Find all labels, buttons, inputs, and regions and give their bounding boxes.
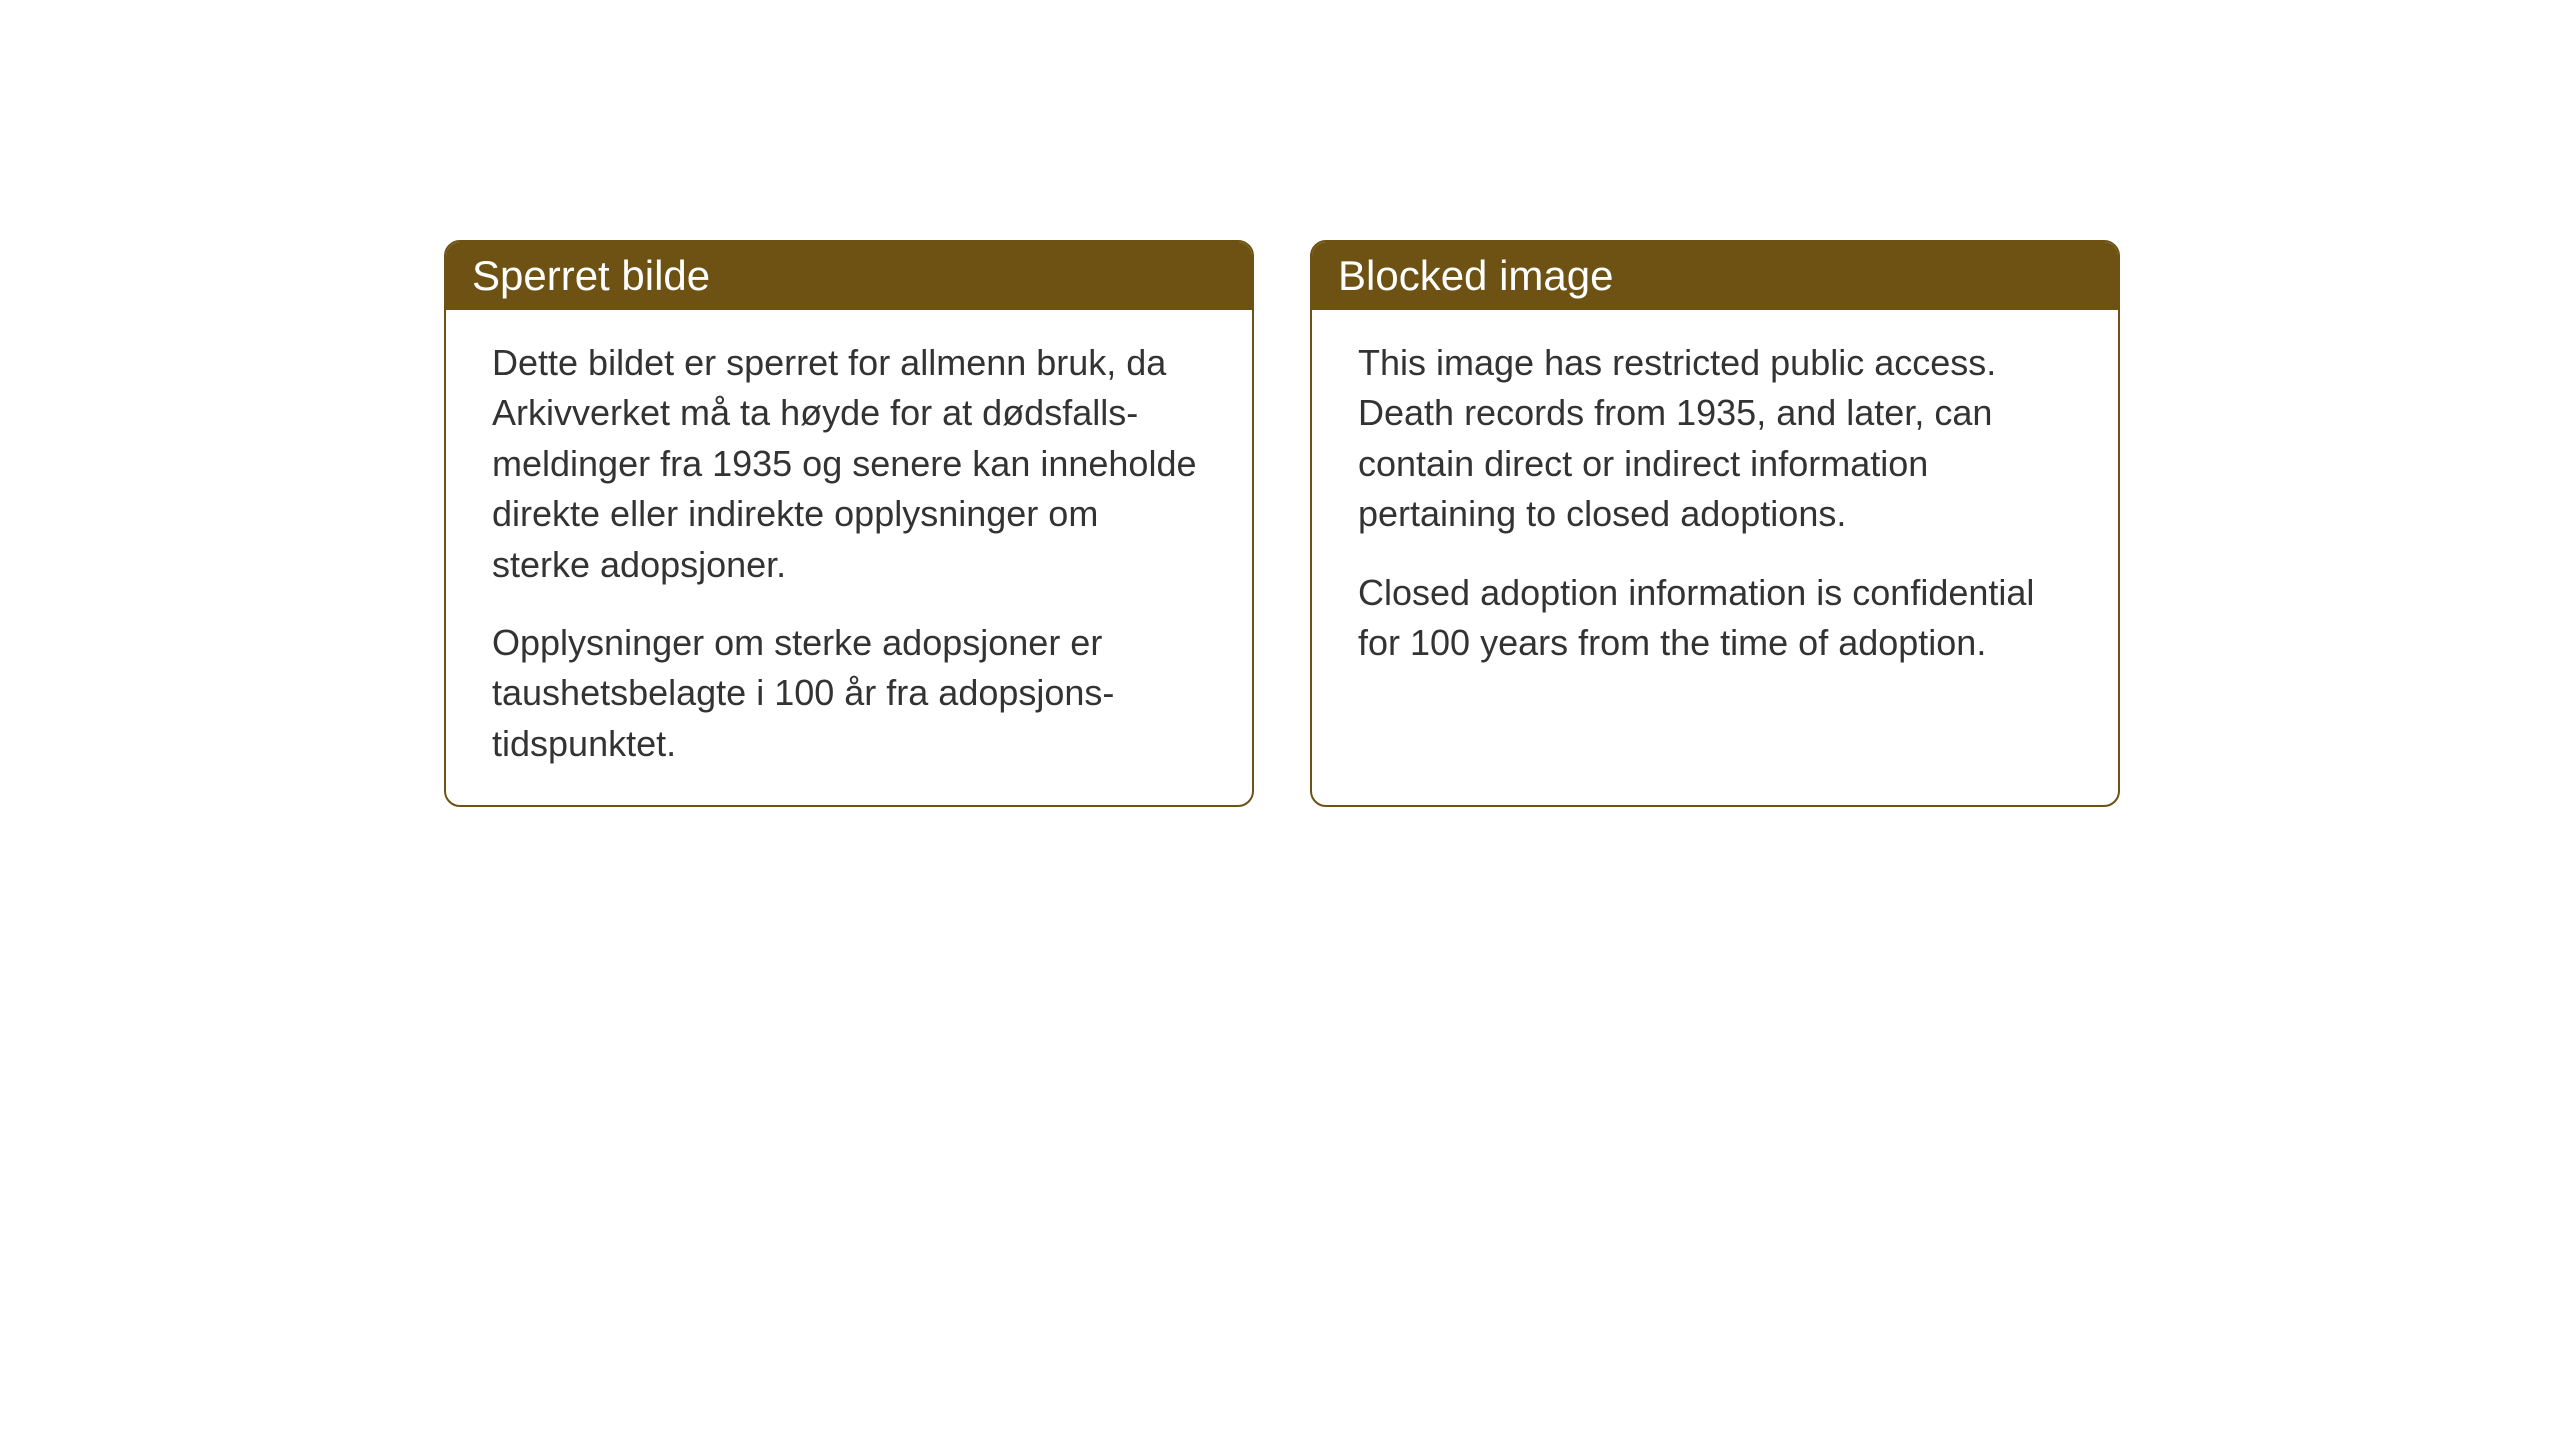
card-paragraph-1-english: This image has restricted public access.… (1358, 338, 2072, 540)
card-header-english: Blocked image (1312, 242, 2118, 310)
card-title-english: Blocked image (1338, 252, 1613, 299)
card-body-english: This image has restricted public access.… (1312, 310, 2118, 704)
card-header-norwegian: Sperret bilde (446, 242, 1252, 310)
card-paragraph-2-norwegian: Opplysninger om sterke adopsjoner er tau… (492, 618, 1206, 769)
card-body-norwegian: Dette bildet er sperret for allmenn bruk… (446, 310, 1252, 805)
notice-container: Sperret bilde Dette bildet er sperret fo… (444, 240, 2120, 807)
notice-card-english: Blocked image This image has restricted … (1310, 240, 2120, 807)
card-paragraph-1-norwegian: Dette bildet er sperret for allmenn bruk… (492, 338, 1206, 590)
notice-card-norwegian: Sperret bilde Dette bildet er sperret fo… (444, 240, 1254, 807)
card-paragraph-2-english: Closed adoption information is confident… (1358, 568, 2072, 669)
card-title-norwegian: Sperret bilde (472, 252, 710, 299)
